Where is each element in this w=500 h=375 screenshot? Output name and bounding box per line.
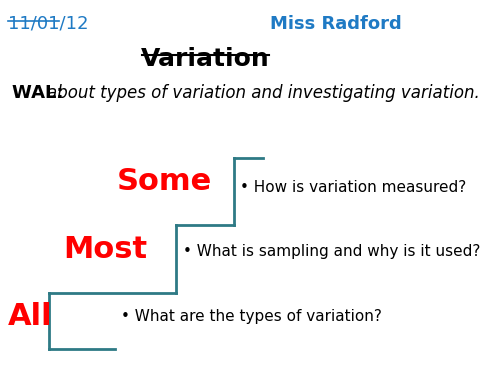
Text: • How is variation measured?: • How is variation measured? bbox=[240, 180, 466, 195]
Text: Some: Some bbox=[117, 167, 212, 196]
Text: Variation: Variation bbox=[140, 47, 270, 71]
Text: WAL:: WAL: bbox=[12, 84, 70, 102]
Text: Miss Radford: Miss Radford bbox=[270, 15, 402, 33]
Text: All: All bbox=[8, 302, 53, 332]
Text: • What are the types of variation?: • What are the types of variation? bbox=[121, 309, 382, 324]
Text: • What is sampling and why is it used?: • What is sampling and why is it used? bbox=[182, 244, 480, 259]
Text: about types of variation and investigating variation.: about types of variation and investigati… bbox=[47, 84, 480, 102]
Text: Most: Most bbox=[64, 235, 148, 264]
Text: 11/01/12: 11/01/12 bbox=[8, 15, 88, 33]
